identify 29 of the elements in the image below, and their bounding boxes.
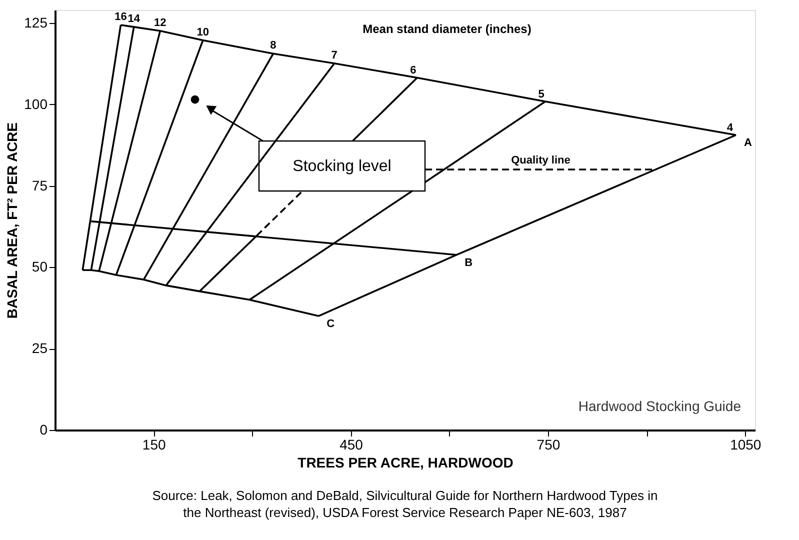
source-note: Source: Leak, Solomon and DeBald, Silvicultural Guide for Northern Hardwood Types in the Northeast (revised), USDA Forest Service Research Paper NE-603, 1987 (152, 488, 658, 520)
series-label: C (326, 318, 335, 330)
series-label: 16 (114, 10, 127, 23)
series-label: 5 (538, 88, 544, 100)
series-label: Quality line (511, 154, 570, 167)
series-label: A (744, 137, 752, 150)
x-tick-label: 1050 (730, 436, 762, 452)
x-tick-label: 750 (536, 436, 560, 452)
y-tick-label: 25 (32, 340, 48, 356)
y-tick-label: 0 (40, 422, 48, 438)
series-label: 14 (128, 12, 141, 25)
series-label: 10 (196, 26, 210, 38)
series-label: 12 (154, 16, 166, 29)
annotation: Hardwood Stocking Guide (578, 398, 742, 414)
series-label: 6 (410, 64, 416, 77)
series-label: 7 (331, 49, 338, 62)
annotation: Mean stand diameter (inches) (362, 22, 532, 36)
x-tick-label: 150 (142, 436, 166, 452)
y-tick-label: 100 (24, 96, 48, 112)
y-tick-label: 75 (32, 177, 48, 194)
series-label: 4 (726, 122, 734, 134)
y-tick-label: 50 (32, 258, 48, 275)
series-label: B (464, 256, 473, 269)
y-axis-title: BASAL AREA, FT² PER ACRE (4, 122, 20, 319)
series-label: 8 (270, 40, 276, 52)
y-tick-label: 125 (24, 14, 48, 31)
annotation: Stocking level (292, 158, 392, 175)
x-tick-label: 450 (340, 436, 364, 452)
x-axis-title: TREES PER ACRE, HARDWOOD (298, 454, 514, 470)
